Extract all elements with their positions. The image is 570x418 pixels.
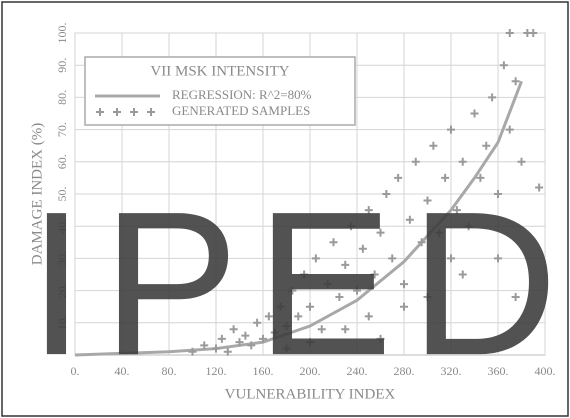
legend-title: VII MSK INTENSITY bbox=[150, 63, 289, 79]
legend-label: GENERATED SAMPLES bbox=[172, 103, 310, 118]
y-tick-label: 60. bbox=[55, 154, 69, 169]
watermark: IPED bbox=[28, 169, 558, 398]
y-tick-label: 70. bbox=[55, 122, 69, 137]
y-tick-label: 90. bbox=[55, 58, 69, 73]
chart: VULNERABILITY INDEX DAMAGE INDEX (%) 0.4… bbox=[0, 0, 570, 418]
y-tick-label: 80. bbox=[55, 90, 69, 105]
legend-label: REGRESSION: R^2=80% bbox=[172, 87, 312, 102]
y-tick-label: 100. bbox=[55, 23, 69, 44]
